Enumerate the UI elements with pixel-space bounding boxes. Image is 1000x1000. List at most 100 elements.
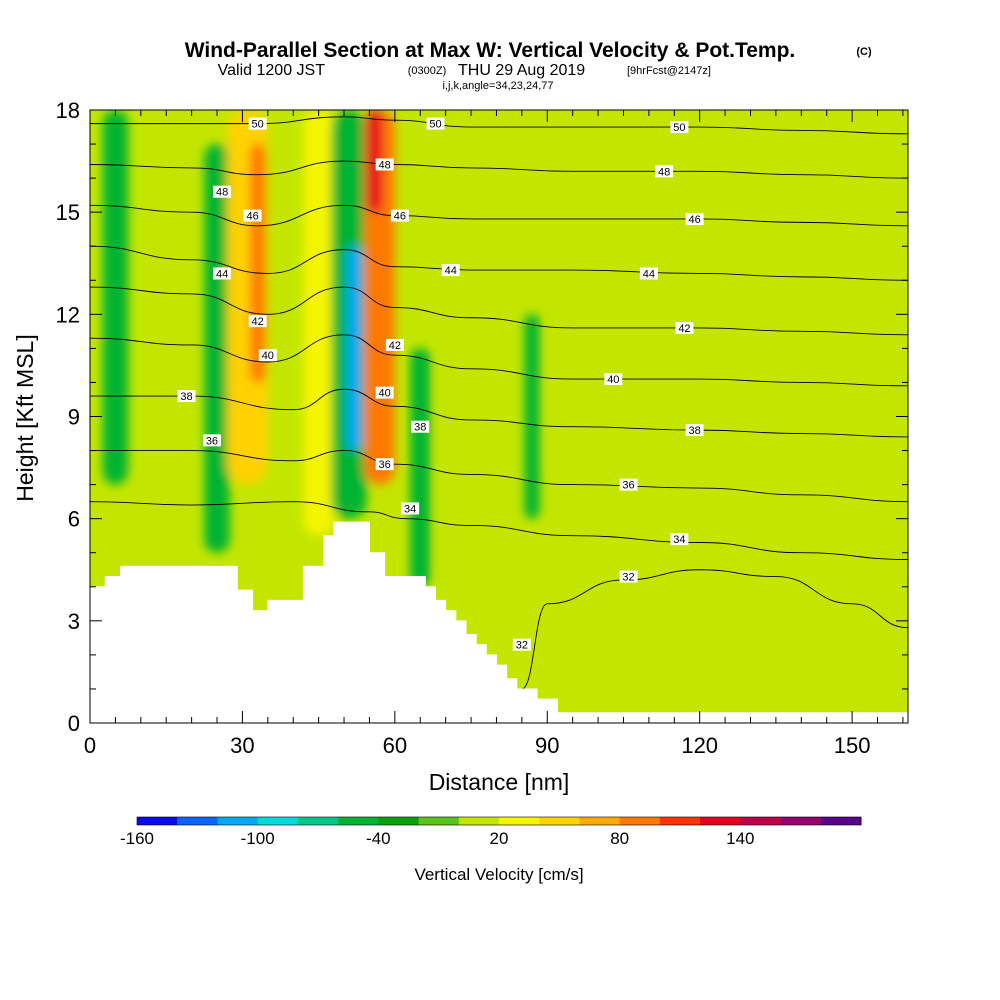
contour-label-text: 36	[206, 435, 218, 447]
contour-label-text: 36	[379, 459, 391, 471]
contour-label-text: 48	[216, 187, 228, 199]
velocity-feature-6	[704, 654, 746, 723]
contour-label-2: 50	[670, 121, 689, 134]
contour-label-20: 38	[685, 424, 704, 437]
contour-label-14: 42	[675, 321, 694, 335]
contour-label-18: 38	[177, 390, 196, 403]
x-tick-label-0: 0	[84, 733, 96, 758]
y-tick-label-18: 18	[56, 98, 80, 123]
contour-label-text: 40	[379, 388, 391, 400]
contour-label-text: 40	[607, 374, 619, 386]
colorbar-swatch-17	[820, 817, 862, 825]
contour-label-text: 36	[622, 480, 634, 492]
contour-label-6: 46	[243, 209, 262, 223]
contour-label-10: 44	[441, 264, 460, 277]
colorbar-swatch-3	[257, 817, 299, 825]
contour-label-text: 34	[673, 534, 685, 546]
velocity-feature-8	[102, 110, 129, 485]
colorbar-title: Vertical Velocity [cm/s]	[414, 865, 583, 884]
colorbar-swatch-8	[458, 817, 500, 825]
contour-label-text: 48	[379, 159, 391, 171]
colorbar-swatch-9	[499, 817, 540, 825]
contour-label-26: 32	[619, 570, 638, 584]
contour-label-text: 42	[678, 323, 690, 335]
contour-label-13: 42	[385, 338, 404, 352]
contour-label-24: 34	[401, 502, 420, 515]
velocity-feature-7	[303, 110, 334, 536]
isentrope-34	[90, 501, 908, 560]
y-tick-label-9: 9	[68, 405, 80, 430]
colorbar-swatch-16	[780, 817, 822, 825]
contour-labels: 50 50 50 48 48 48 46 46 46 44 44 44 42 42 42 40 40 40 38 38…	[177, 117, 704, 652]
contour-label-3: 48	[213, 185, 232, 199]
contour-label-21: 36	[202, 434, 221, 447]
isentrope-42	[90, 286, 908, 336]
colorbar-label-1: -100	[241, 829, 275, 848]
colorbar-swatch-6	[378, 817, 420, 825]
y-axis-title: Height [Kft MSL]	[12, 334, 38, 501]
plot-area: 50 50 50 48 48 48 46 46 46 44 44 44 42 42 42 40 40 40 38 38…	[90, 110, 908, 723]
contour-label-19: 38	[411, 420, 430, 434]
contour-label-11: 44	[639, 267, 658, 280]
velocity-feature-17	[366, 110, 383, 213]
colorbar-swatch-10	[539, 817, 580, 825]
y-tick-label-15: 15	[56, 200, 80, 225]
contour-label-text: 32	[516, 640, 528, 652]
contour-label-text: 38	[414, 422, 426, 434]
y-tick-label-3: 3	[68, 609, 80, 634]
contour-label-text: 44	[643, 268, 655, 280]
x-tick-label-150: 150	[834, 733, 871, 758]
colorbar-swatch-5	[338, 817, 379, 825]
contour-label-text: 40	[262, 350, 274, 362]
colorbar-label-5: 140	[726, 829, 754, 848]
colorbar-swatch-4	[297, 817, 339, 825]
contour-label-22: 36	[375, 458, 394, 471]
contour-label-text: 44	[445, 265, 457, 277]
colorbar-label-3: 20	[490, 829, 509, 848]
colorbar-frame	[136, 816, 862, 826]
x-axis-title: Distance [nm]	[429, 769, 570, 795]
velocity-feature-5	[572, 654, 624, 723]
section-params: i,j,k,angle=34,23,24,77	[442, 80, 553, 92]
valid-utc: (0300Z)	[408, 65, 447, 77]
colorbar: -160 -100 -40 20 80 140	[120, 816, 862, 848]
contour-label-text: 32	[622, 572, 634, 584]
contour-label-0: 50	[248, 117, 267, 131]
contour-label-text: 50	[673, 122, 685, 134]
velocity-feature-3	[775, 110, 827, 723]
y-tick-label-12: 12	[56, 302, 80, 327]
isentrope-40	[90, 334, 908, 387]
velocity-feature-2	[659, 110, 721, 689]
colorbar-swatch-7	[418, 817, 460, 825]
colorbar-swatch-12	[619, 817, 661, 825]
x-tick-label-120: 120	[681, 733, 718, 758]
y-tick-label-6: 6	[68, 507, 80, 532]
contour-label-4: 48	[375, 158, 394, 171]
contour-label-text: 46	[246, 211, 258, 223]
velocity-feature-11	[524, 314, 540, 519]
contour-label-text: 50	[252, 119, 264, 131]
contour-label-12: 42	[248, 315, 267, 328]
colorbar-label-0: -160	[120, 829, 154, 848]
contour-label-text: 42	[252, 316, 264, 328]
contour-label-1: 50	[426, 117, 445, 131]
contour-label-text: 38	[180, 391, 192, 403]
terrain-mask	[90, 521, 908, 723]
contour-label-text: 42	[389, 340, 401, 352]
valid-date: THU 29 Aug 2019	[458, 62, 585, 79]
contour-label-23: 36	[619, 478, 638, 492]
contour-label-7: 46	[390, 209, 409, 223]
velocity-feature-4	[857, 110, 898, 587]
colorbar-swatch-11	[579, 817, 621, 825]
isentrope-32	[521, 569, 908, 690]
contour-label-16: 40	[375, 386, 394, 400]
velocity-feature-1	[552, 110, 604, 485]
colorbar-swatch-14	[700, 817, 741, 825]
colorbar-swatch-15	[740, 817, 782, 825]
isentrope-50	[90, 116, 908, 135]
contour-label-8: 46	[685, 212, 704, 226]
isentrope-48	[90, 160, 908, 179]
x-tick-label-30: 30	[230, 733, 254, 758]
colorbar-swatch-0	[137, 817, 178, 825]
